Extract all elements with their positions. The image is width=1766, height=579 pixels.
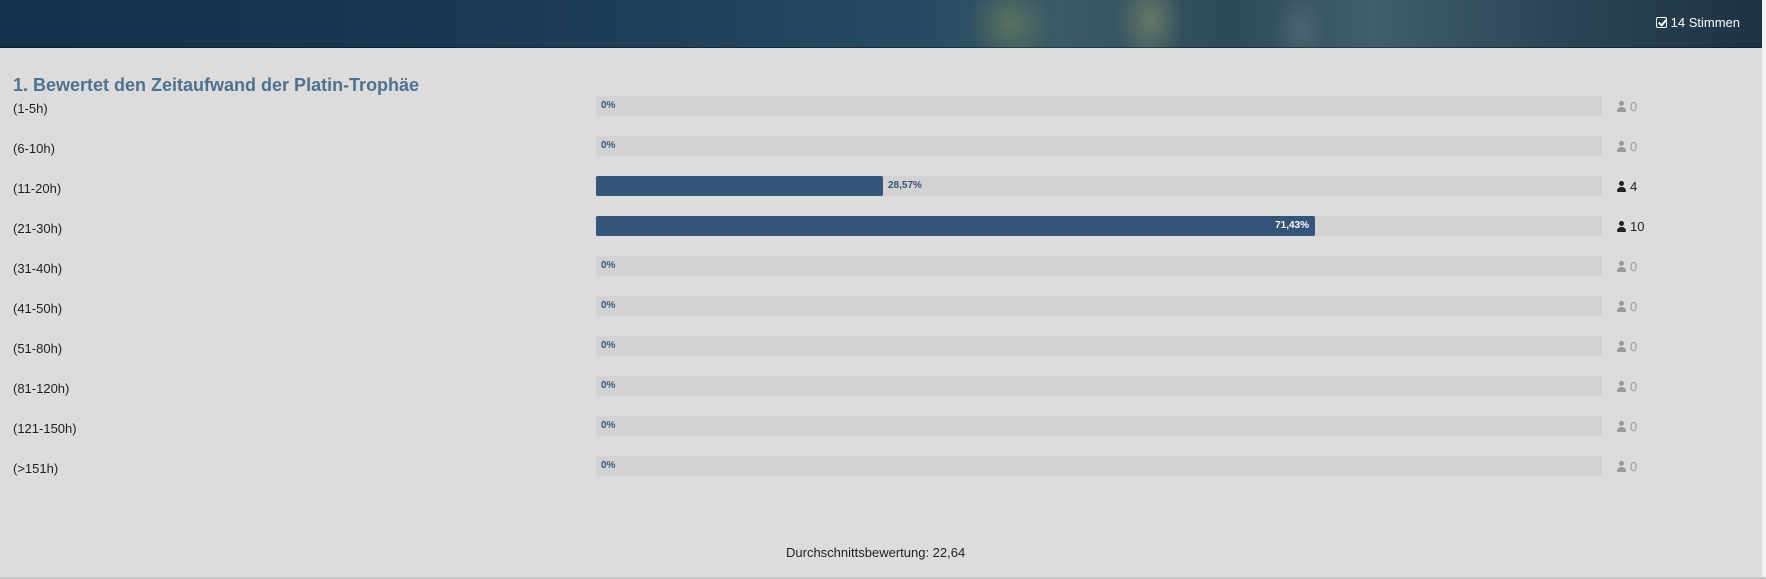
option-label: (51-80h) <box>13 341 63 356</box>
result-bar-track: 0% <box>596 136 1602 156</box>
percent-label: 0% <box>601 340 616 351</box>
result-bar-track: 71,43% <box>596 216 1602 236</box>
percent-label: 0% <box>601 420 616 431</box>
vote-count: 0 <box>1617 139 1637 154</box>
result-bar-track: 0% <box>596 296 1602 316</box>
vote-count-number: 0 <box>1630 259 1638 274</box>
result-bar-track: 0% <box>596 416 1602 436</box>
vote-count-number: 0 <box>1630 299 1638 314</box>
option-label: (1-5h) <box>13 101 48 116</box>
vote-count-number: 0 <box>1630 419 1638 434</box>
option-label: (41-50h) <box>13 301 63 316</box>
vote-count: 0 <box>1617 99 1637 114</box>
option-label: (21-30h) <box>13 221 63 236</box>
average-rating: Durchschnittsbewertung: 22,64 <box>786 545 966 560</box>
user-icon <box>1617 101 1626 112</box>
result-bar-track: 28,57% <box>596 176 1602 196</box>
vote-count-label: 14 Stimmen <box>1670 15 1740 30</box>
poll-option-row: (31-40h) 0% 0 <box>0 256 1766 280</box>
poll-option-row: (81-120h) 0% 0 <box>0 376 1766 400</box>
vote-count-number: 10 <box>1630 219 1645 234</box>
question-title: 1. Bewertet den Zeitaufwand der Platin-T… <box>13 75 420 95</box>
vote-count: 10 <box>1617 219 1644 234</box>
vote-count-number: 0 <box>1630 99 1638 114</box>
user-icon <box>1617 421 1626 432</box>
result-bar-track: 0% <box>596 256 1602 276</box>
poll-option-row: (51-80h) 0% 0 <box>0 336 1766 360</box>
option-label: (11-20h) <box>13 181 62 196</box>
vote-count-badge: 14 Stimmen <box>1655 15 1740 30</box>
user-icon <box>1617 181 1626 192</box>
percent-label: 71,43% <box>1275 220 1309 231</box>
vote-count-number: 0 <box>1630 339 1638 354</box>
option-label: (6-10h) <box>13 141 55 156</box>
poll-option-row: (11-20h) 28,57% 4 <box>0 176 1766 200</box>
poll-option-row: (21-30h) 71,43% 10 <box>0 216 1766 240</box>
vote-count: 0 <box>1617 259 1637 274</box>
percent-label: 0% <box>601 260 616 271</box>
percent-label: 0% <box>601 300 616 311</box>
percent-label: 28,57% <box>888 180 922 191</box>
result-bar-fill <box>596 216 1315 236</box>
poll-option-row: (121-150h) 0% 0 <box>0 416 1766 440</box>
vote-count: 0 <box>1617 419 1637 434</box>
option-label: (121-150h) <box>13 421 77 436</box>
poll-option-row: (1-5h) 0% 0 <box>0 96 1766 120</box>
bottom-edge-divider <box>0 577 1766 579</box>
result-bar-track: 0% <box>596 96 1602 116</box>
user-icon <box>1617 301 1626 312</box>
result-bar-track: 0% <box>596 376 1602 396</box>
vote-count: 0 <box>1617 379 1637 394</box>
vote-count-number: 0 <box>1630 459 1638 474</box>
user-icon <box>1617 341 1626 352</box>
percent-label: 0% <box>601 140 616 151</box>
vote-count-number: 0 <box>1630 139 1638 154</box>
option-label: (31-40h) <box>13 261 63 276</box>
user-icon <box>1617 381 1626 392</box>
vote-count-number: 4 <box>1630 179 1638 194</box>
vote-count: 0 <box>1617 339 1637 354</box>
poll-header-banner: 14 Stimmen <box>0 0 1762 48</box>
option-label: (>151h) <box>13 461 59 476</box>
percent-label: 0% <box>601 100 616 111</box>
result-bar-fill <box>596 176 883 196</box>
poll-option-row: (6-10h) 0% 0 <box>0 136 1766 160</box>
result-bar-track: 0% <box>596 456 1602 476</box>
percent-label: 0% <box>601 460 616 471</box>
user-icon <box>1617 221 1626 232</box>
user-icon <box>1617 141 1626 152</box>
poll-option-row: (>151h) 0% 0 <box>0 456 1766 480</box>
right-edge-divider <box>1762 0 1766 579</box>
poll-option-row: (41-50h) 0% 0 <box>0 296 1766 320</box>
check-square-icon <box>1655 17 1667 28</box>
percent-label: 0% <box>601 380 616 391</box>
vote-count: 4 <box>1617 179 1637 194</box>
option-label: (81-120h) <box>13 381 70 396</box>
vote-count: 0 <box>1617 299 1637 314</box>
user-icon <box>1617 461 1626 472</box>
vote-count-number: 0 <box>1630 379 1638 394</box>
vote-count: 0 <box>1617 459 1637 474</box>
user-icon <box>1617 261 1626 272</box>
result-bar-track: 0% <box>596 336 1602 356</box>
